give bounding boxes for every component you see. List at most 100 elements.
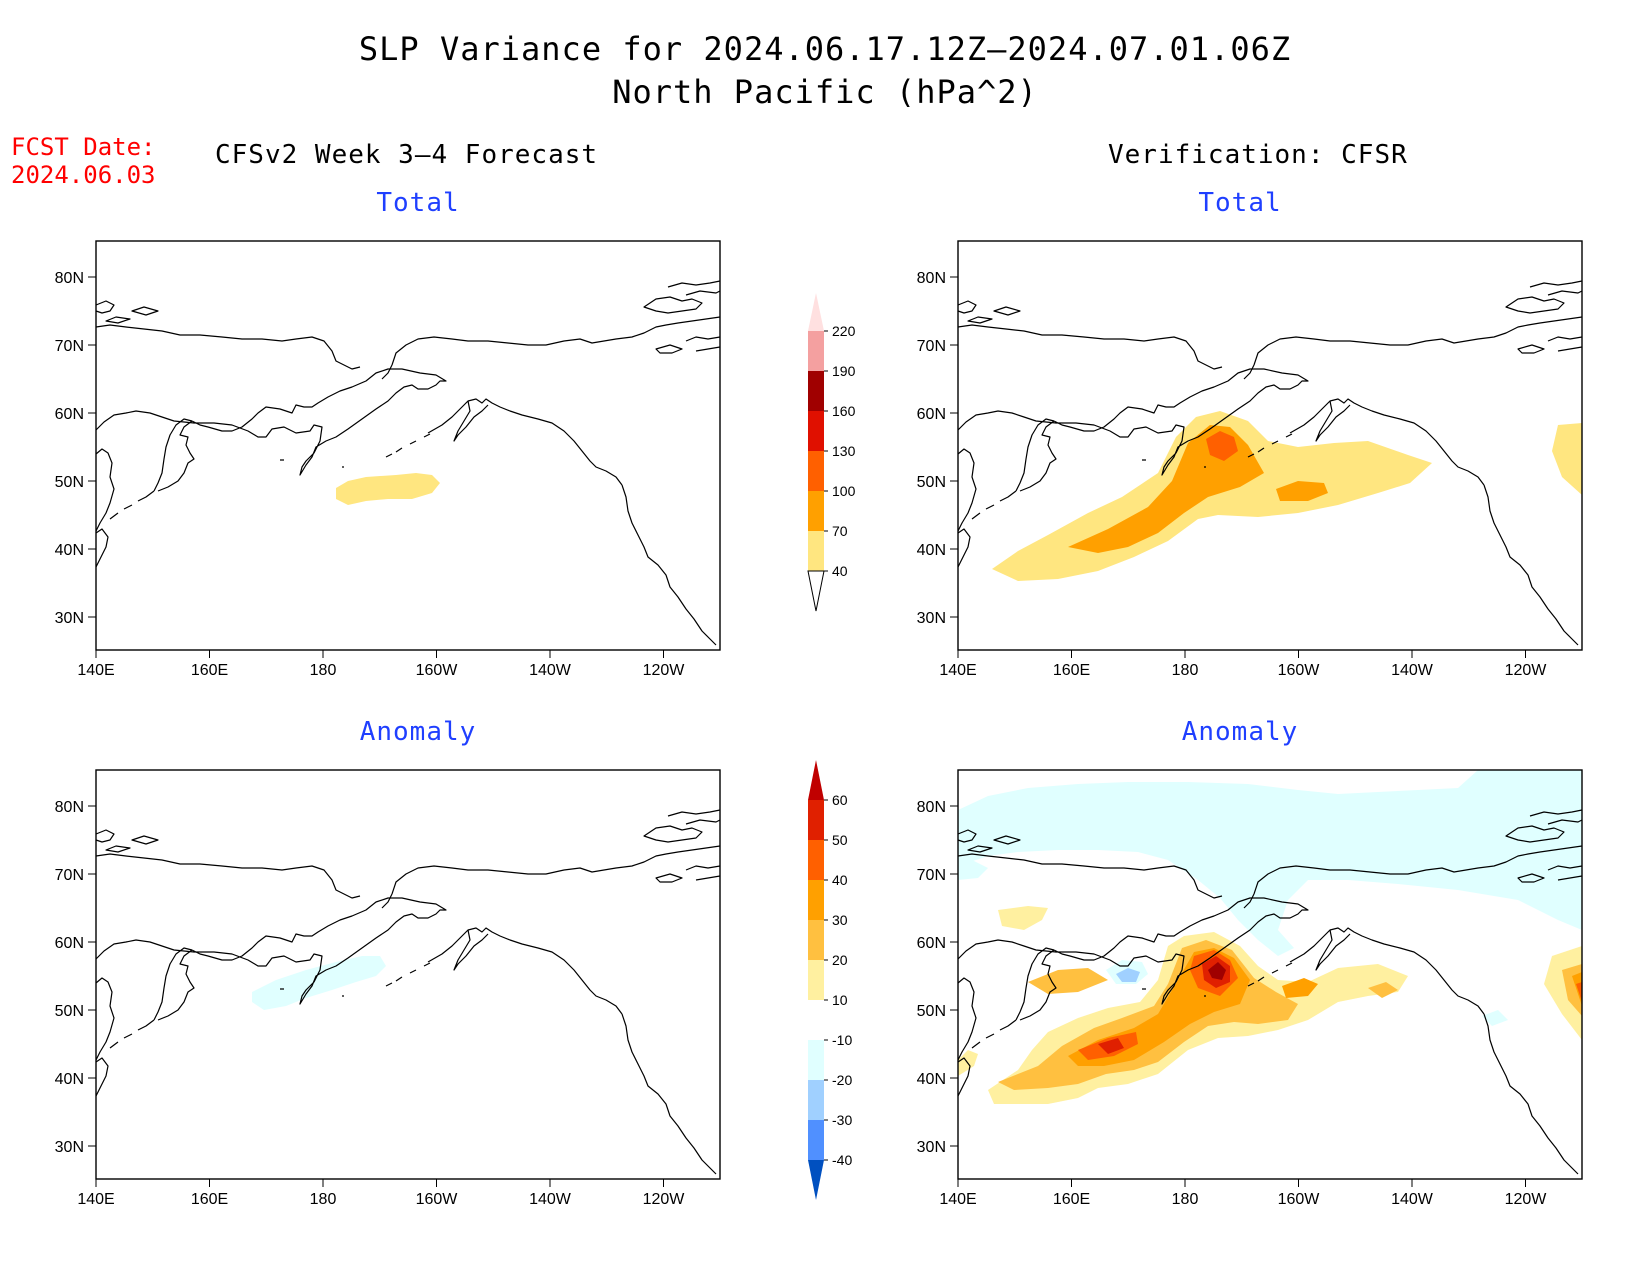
lon-tick-label: 180	[1172, 662, 1199, 679]
lat-tick-label: 40N	[917, 542, 946, 559]
lon-tick-label: 160E	[191, 662, 228, 679]
colorbar-swatch	[808, 331, 824, 371]
lon-tick-label: 140W	[529, 1191, 572, 1208]
colorbar-top-triangle	[808, 293, 824, 331]
verification-total-title: Total	[1198, 188, 1282, 218]
lon-tick-label: 160E	[191, 1191, 228, 1208]
lon-tick-label: 160W	[1278, 1191, 1321, 1208]
verification-column-title: Verification: CFSR	[1108, 140, 1408, 170]
colorbar-label: -10	[832, 1032, 852, 1048]
colorbar-bottom-triangle	[807, 570, 825, 612]
contour-30-40-c	[1572, 972, 1582, 1006]
colorbar-swatch	[808, 840, 824, 880]
verification-anomaly-title: Anomaly	[1181, 717, 1299, 747]
lat-tick-label: 40N	[55, 1071, 84, 1088]
lat-tick-label: 80N	[917, 799, 946, 816]
forecast-anomaly-map	[87, 769, 721, 1188]
colorbar-swatch	[808, 411, 824, 451]
forecast-column-title: CFSv2 Week 3–4 Forecast	[215, 140, 599, 170]
colorbar-swatch	[808, 371, 824, 411]
contour-minus20-minus10	[252, 956, 386, 1010]
lon-tick-label: 140E	[939, 1191, 976, 1208]
colorbar-label: 40	[832, 563, 848, 579]
lon-tick-label: 160W	[416, 662, 459, 679]
main-subtitle: North Pacific (hPa^2)	[612, 73, 1038, 111]
lon-tick-label: 180	[310, 662, 337, 679]
colorbar-label: 130	[832, 443, 856, 459]
contour-40-70	[336, 473, 440, 505]
colorbar-label: 20	[832, 952, 848, 968]
lon-tick-label: 160E	[1053, 1191, 1090, 1208]
lon-tick-label: 140E	[77, 1191, 114, 1208]
lat-tick-label: 30N	[55, 1139, 84, 1156]
colorbar-label: 160	[832, 403, 856, 419]
colorbar-label: 40	[832, 872, 848, 888]
colorbar-swatch	[808, 960, 824, 1000]
contour-40-70-east	[1552, 423, 1582, 495]
verification-anomaly-map	[949, 769, 1583, 1188]
lat-tick-label: 70N	[55, 867, 84, 884]
lon-tick-label: 120W	[1505, 662, 1548, 679]
verification-total-map	[949, 240, 1583, 659]
lat-tick-label: 80N	[55, 799, 84, 816]
colorbar-label: 60	[832, 792, 848, 808]
contour-20-30-b	[1028, 968, 1108, 994]
lon-tick-label: 140E	[939, 662, 976, 679]
lon-tick-label: 120W	[643, 1191, 686, 1208]
colorbar-label: 190	[832, 363, 856, 379]
colorbar-swatch	[808, 800, 824, 840]
contour-70-100-b	[1276, 481, 1328, 501]
colorbar-label: 50	[832, 832, 848, 848]
colorbar-swatch	[808, 1080, 824, 1120]
colorbar-swatch	[808, 1120, 824, 1160]
lat-tick-label: 50N	[917, 474, 946, 491]
lat-tick-label: 30N	[917, 1139, 946, 1156]
colorbar-label: -20	[832, 1072, 852, 1088]
contour-30-40-b	[1282, 978, 1318, 998]
lat-tick-label: 70N	[55, 338, 84, 355]
colorbar-swatch	[808, 451, 824, 491]
lon-tick-label: 160W	[416, 1191, 459, 1208]
colorbar-top-triangle	[808, 760, 824, 800]
colorbar-label: -30	[832, 1112, 852, 1128]
lat-tick-label: 80N	[917, 270, 946, 287]
lon-tick-label: 140E	[77, 662, 114, 679]
lon-tick-label: 140W	[529, 662, 572, 679]
lon-tick-label: 140W	[1391, 662, 1434, 679]
lat-tick-label: 40N	[55, 542, 84, 559]
lat-tick-label: 60N	[55, 935, 84, 952]
lon-tick-label: 120W	[643, 662, 686, 679]
lat-tick-label: 40N	[917, 1071, 946, 1088]
colorbar-label: 30	[832, 912, 848, 928]
lat-tick-label: 30N	[917, 610, 946, 627]
contour-20-30-c	[1368, 982, 1398, 998]
contour-neg-30	[1116, 968, 1140, 982]
colorbar-swatch	[808, 880, 824, 920]
lon-tick-label: 160W	[1278, 662, 1321, 679]
forecast-total-map	[87, 240, 721, 659]
contour-50-60	[1098, 1038, 1124, 1054]
fcst-date-label: FCST Date:	[11, 133, 156, 161]
contour-40-50-c	[1576, 982, 1582, 1002]
colorbar-bottom-triangle	[808, 1160, 824, 1200]
lon-tick-label: 160E	[1053, 662, 1090, 679]
contour-neg-north	[958, 770, 1582, 956]
lat-tick-label: 70N	[917, 338, 946, 355]
fcst-date-value: 2024.06.03	[11, 161, 156, 189]
main-title: SLP Variance for 2024.06.17.12Z–2024.07.…	[358, 30, 1292, 68]
lat-tick-label: 70N	[917, 867, 946, 884]
colorbar-swatch	[808, 920, 824, 960]
anomaly-colorbar: 60 50 40 30 20 10 -10 -20 -30 -40	[808, 760, 852, 1200]
contour-neg-east	[1482, 1010, 1508, 1026]
lat-tick-label: 80N	[55, 270, 84, 287]
lat-tick-label: 50N	[917, 1003, 946, 1020]
lat-tick-label: 60N	[917, 935, 946, 952]
colorbar-swatch	[808, 531, 824, 571]
colorbar-label: -40	[832, 1152, 852, 1168]
colorbar-label: 220	[832, 323, 856, 339]
lat-tick-label: 60N	[917, 406, 946, 423]
colorbar-label: 70	[832, 523, 848, 539]
colorbar-label: 10	[832, 992, 848, 1008]
lat-tick-label: 30N	[55, 610, 84, 627]
